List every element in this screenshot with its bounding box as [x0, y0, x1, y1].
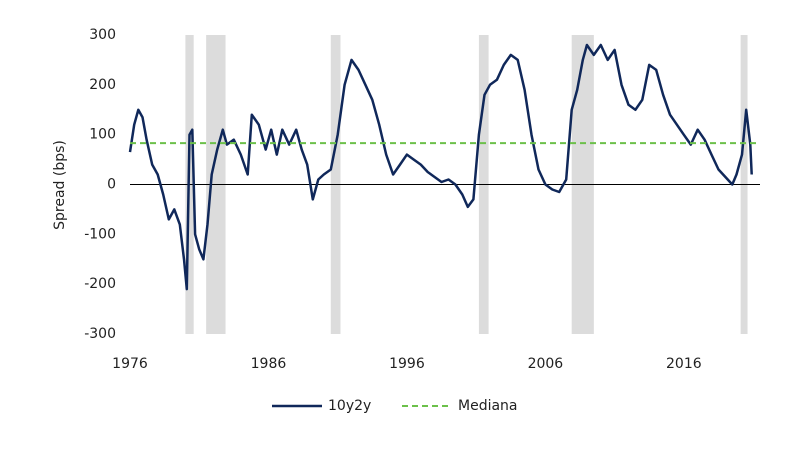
- x-tick-label: 1976: [112, 356, 148, 372]
- x-tick-label: 1996: [389, 356, 425, 372]
- legend-label: 10y2y: [328, 398, 371, 414]
- y-tick-label: -300: [84, 326, 116, 342]
- y-tick-label: 300: [89, 27, 116, 43]
- x-tick-label: 2006: [528, 356, 564, 372]
- legend-label: Mediana: [458, 398, 518, 414]
- series-line: [128, 43, 753, 291]
- y-tick-label: 200: [89, 77, 116, 93]
- y-axis-label: Spread (bps): [52, 140, 68, 230]
- y-tick-label: -100: [84, 226, 116, 242]
- x-tick-label: 1986: [251, 356, 287, 372]
- x-tick-label: 2016: [666, 356, 702, 372]
- y-tick-label: -200: [84, 276, 116, 292]
- y-tick-label: 100: [89, 127, 116, 143]
- y-tick-label: 0: [107, 177, 116, 193]
